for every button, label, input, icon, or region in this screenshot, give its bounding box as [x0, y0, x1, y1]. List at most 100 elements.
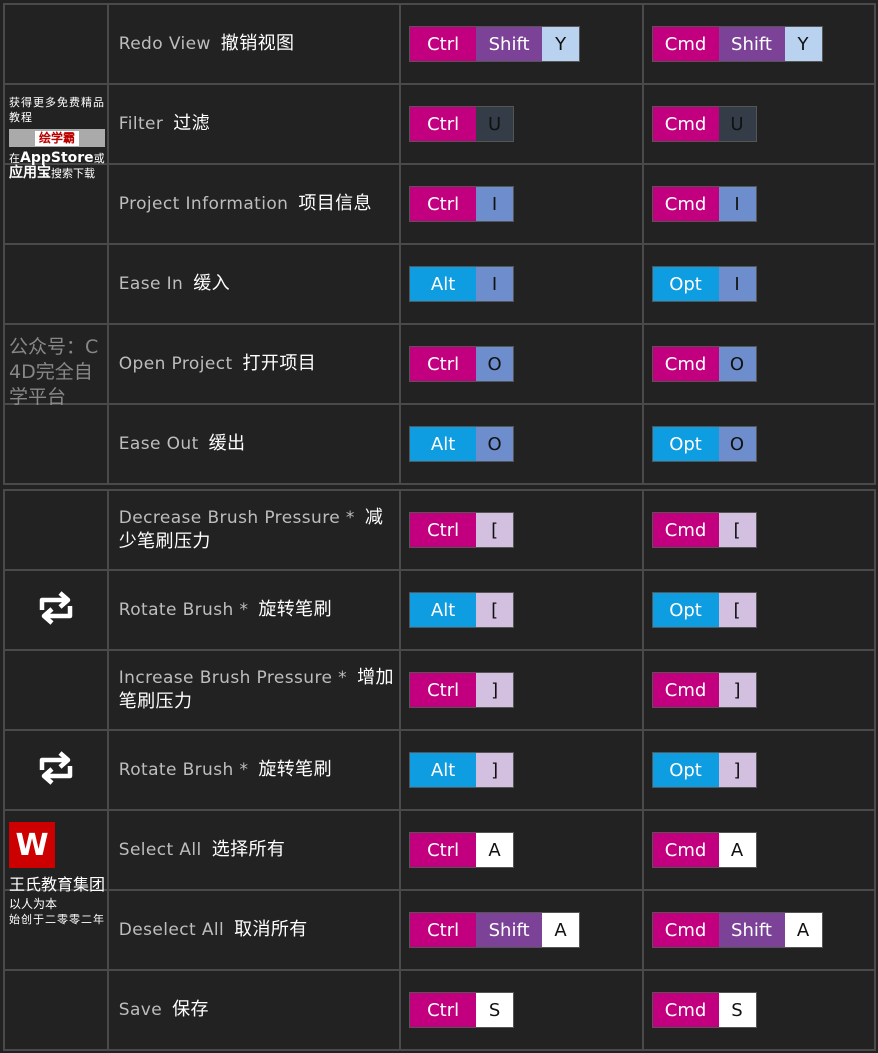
command-cell: Redo View 撤销视图	[109, 5, 402, 83]
command-label: Redo View	[118, 34, 211, 54]
command-label-zh: 取消所有	[234, 919, 308, 940]
command-label-zh: 选择所有	[211, 839, 286, 860]
key-cap: Cmd	[652, 347, 719, 381]
key-combo: Cmd O	[651, 346, 757, 382]
command-label-zh: 打开项目	[242, 353, 317, 374]
key-cap: Cmd	[652, 673, 719, 707]
windows-shortcut-cell: Ctrl U	[401, 85, 644, 163]
mac-shortcut-cell: Cmd Shift Y	[644, 5, 876, 83]
key-cap: Opt	[652, 593, 719, 627]
key-cap: A	[542, 913, 580, 947]
key-cap: Ctrl	[410, 833, 477, 867]
command-label-zh: 旋转笔刷	[258, 599, 332, 620]
command-cell: Save 保存	[109, 971, 402, 1049]
key-combo: Ctrl]	[409, 672, 515, 708]
table-row: Project Information 项目信息 Ctrl I Cmd I	[3, 165, 876, 245]
command-label: Deselect All	[118, 920, 225, 940]
windows-shortcut-cell: Alt]	[401, 731, 644, 809]
mac-shortcut-cell: Cmd]	[644, 651, 876, 729]
logo-icon: W	[9, 822, 55, 868]
command-label: Open Project	[118, 354, 233, 374]
table-row: Filter 过滤 Ctrl U Cmd U	[3, 85, 876, 165]
key-cap: Alt	[410, 267, 477, 301]
icon-cell	[5, 405, 109, 483]
key-cap: Cmd	[652, 993, 719, 1027]
icon-cell	[5, 5, 109, 83]
command-label: Rotate Brush *	[118, 600, 249, 620]
key-combo: Cmd I	[651, 186, 757, 222]
key-cap: Alt	[410, 593, 477, 627]
mac-shortcut-cell: Opt I	[644, 245, 876, 323]
promo-store: AppStore	[20, 150, 94, 166]
command-label-zh: 保存	[172, 999, 209, 1020]
key-cap: Y	[542, 27, 580, 61]
key-combo: Opt O	[651, 426, 757, 462]
mac-shortcut-cell: Opt[	[644, 571, 876, 649]
table-row: Save 保存 Ctrl S Cmd S	[3, 971, 876, 1051]
windows-shortcut-cell: Ctrl S	[401, 971, 644, 1049]
key-combo: Cmd Shift Y	[651, 26, 823, 62]
icon-cell	[5, 651, 109, 729]
command-label-zh: 减少笔刷压力	[118, 507, 384, 552]
key-combo: Ctrl[	[409, 512, 515, 548]
windows-shortcut-cell: Ctrl Shift Y	[401, 5, 644, 83]
logo-sub: 始创于二零零二年	[9, 913, 105, 926]
windows-shortcut-cell: Ctrl O	[401, 325, 644, 403]
key-cap: Opt	[652, 267, 719, 301]
key-cap: Shift	[718, 27, 785, 61]
key-combo: Ctrl A	[409, 832, 515, 868]
table-row: Rotate Brush * 旋转笔刷 Alt] Opt]	[3, 731, 876, 811]
key-combo: Cmd A	[651, 832, 757, 868]
command-cell: Select All 选择所有	[109, 811, 402, 889]
table-row: Redo View 撤销视图 Ctrl Shift Y Cmd Shift Y	[3, 5, 876, 85]
key-cap: Ctrl	[410, 187, 477, 221]
icon-cell	[5, 491, 109, 569]
command-cell: Ease In 缓入	[109, 245, 402, 323]
key-cap: Ctrl	[410, 993, 477, 1027]
mac-shortcut-cell: Cmd Shift A	[644, 891, 876, 969]
rotate-right-icon	[34, 748, 78, 792]
mac-shortcut-cell: Cmd I	[644, 165, 876, 243]
table-row: Open Project 打开项目 Ctrl O Cmd O	[3, 325, 876, 405]
key-cap: I	[476, 267, 514, 301]
command-cell: Rotate Brush * 旋转笔刷	[109, 571, 402, 649]
rotate-left-icon	[34, 588, 78, 632]
table-row: Select All 选择所有 Ctrl A Cmd A	[3, 811, 876, 891]
command-label-zh: 增加笔刷压力	[118, 667, 394, 712]
mac-shortcut-cell: Cmd O	[644, 325, 876, 403]
promo-app: 应用宝	[9, 165, 51, 181]
key-cap: Cmd	[652, 833, 719, 867]
windows-shortcut-cell: Alt O	[401, 405, 644, 483]
key-cap: I	[476, 187, 514, 221]
key-combo: Cmd Shift A	[651, 912, 823, 948]
icon-cell	[5, 325, 109, 403]
table-row: Rotate Brush * 旋转笔刷 Alt[ Opt[	[3, 571, 876, 651]
windows-shortcut-cell: Ctrl]	[401, 651, 644, 729]
command-cell: Open Project 打开项目	[109, 325, 402, 403]
key-combo: Ctrl S	[409, 992, 515, 1028]
key-cap: I	[718, 267, 756, 301]
logo-watermark: W 王氏教育集团 以人为本 始创于二零零二年	[9, 822, 105, 928]
icon-cell	[5, 165, 109, 243]
windows-shortcut-cell: Ctrl Shift A	[401, 891, 644, 969]
windows-shortcut-cell: Alt I	[401, 245, 644, 323]
logo-tagline: 以人为本	[9, 897, 58, 911]
command-label: Ease Out	[118, 434, 199, 454]
icon-cell	[5, 571, 109, 649]
promo-text: 搜索下载	[51, 167, 95, 180]
key-combo: Opt[	[651, 592, 757, 628]
key-cap: [	[476, 513, 514, 547]
key-cap: [	[476, 593, 514, 627]
command-cell: Decrease Brush Pressure * 减少笔刷压力	[109, 491, 402, 569]
table-row: Decrease Brush Pressure * 减少笔刷压力 Ctrl[Cmd[	[3, 491, 876, 571]
command-label: Decrease Brush Pressure *	[118, 508, 355, 528]
key-cap: O	[476, 347, 514, 381]
command-cell: Rotate Brush * 旋转笔刷	[109, 731, 402, 809]
command-cell: Deselect All 取消所有	[109, 891, 402, 969]
command-label: Filter	[118, 114, 164, 134]
icon-cell	[5, 971, 109, 1049]
key-cap: ]	[718, 673, 756, 707]
key-cap: S	[476, 993, 514, 1027]
key-cap: ]	[476, 673, 514, 707]
icon-cell	[5, 245, 109, 323]
